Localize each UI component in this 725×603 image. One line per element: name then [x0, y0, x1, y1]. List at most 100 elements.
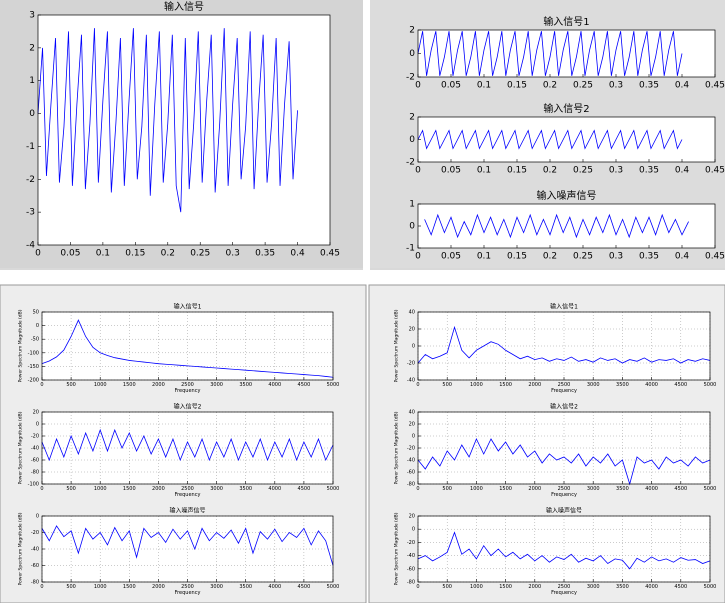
y-tick-label: -2 — [26, 175, 35, 185]
y-tick-label: -20 — [407, 540, 415, 546]
y-tick-label: 0 — [29, 109, 35, 119]
y-tick-label: 2 — [409, 113, 415, 123]
x-tick-label: 0.05 — [60, 249, 80, 259]
x-tick-label: 0.25 — [573, 81, 593, 91]
x-tick-label: 500 — [442, 584, 452, 590]
signal-line — [417, 31, 683, 76]
x-tick-label: 4500 — [298, 382, 311, 388]
x-tick-label: 1000 — [470, 486, 483, 492]
signal-line — [41, 428, 334, 462]
x-tick-label: 0.1 — [477, 252, 491, 262]
x-tick-label: 0 — [416, 382, 419, 388]
x-tick-label: 5000 — [704, 584, 717, 590]
y-tick-label: -40 — [31, 446, 39, 452]
x-tick-label: 0.45 — [705, 166, 725, 176]
y-tick-label: 2 — [29, 43, 35, 53]
x-tick-label: 0.25 — [573, 252, 593, 262]
y-tick-label: 20 — [409, 327, 415, 333]
y-tick-label: 0 — [409, 49, 415, 59]
x-tick-label: 0.15 — [507, 166, 527, 176]
y-tick-label: -60 — [407, 470, 415, 476]
x-tick-label: 0 — [40, 486, 43, 492]
chart-title: 输入信号1 — [543, 15, 589, 28]
axes-frame — [417, 515, 711, 583]
chart-title: 输入噪声信号 — [537, 189, 597, 202]
x-tick-label: 0.3 — [609, 166, 623, 176]
x-tick-label: 0 — [416, 584, 419, 590]
x-tick-label: 0 — [415, 252, 421, 262]
y-tick-label: -100 — [28, 350, 39, 356]
x-tick-label: 3500 — [616, 486, 629, 492]
signal-line — [417, 129, 683, 150]
y-tick-label: 3 — [29, 11, 35, 21]
y-tick-label: -60 — [31, 563, 39, 569]
axes-frame — [417, 29, 716, 78]
axes-frame — [41, 311, 334, 381]
y-tick-label: -1 — [26, 142, 35, 152]
y-tick-label: -100 — [28, 482, 39, 488]
chart-title: 输入信号2 — [550, 403, 578, 411]
x-tick-label: 0.35 — [639, 81, 659, 91]
y-tick-label: 50 — [33, 310, 39, 316]
y-axis-label: Power Spectrum Magnitude (dB) — [394, 411, 400, 484]
x-tick-label: 0 — [415, 166, 421, 176]
y-tick-label: 0 — [36, 323, 39, 329]
y-tick-label: -80 — [31, 580, 39, 586]
y-tick-label: -50 — [31, 337, 39, 343]
signal-line — [424, 213, 689, 239]
y-tick-label: 40 — [409, 410, 415, 416]
y-tick-label: -40 — [407, 458, 415, 464]
x-tick-label: 0 — [40, 382, 43, 388]
x-tick-label: 4500 — [674, 584, 687, 590]
x-tick-label: 2500 — [558, 584, 571, 590]
x-tick-label: 0.45 — [320, 249, 340, 259]
x-tick-label: 4000 — [268, 486, 281, 492]
x-tick-label: 1500 — [499, 584, 512, 590]
y-axis-label: Power Spectrum Magnitude (dB) — [18, 411, 24, 484]
x-tick-label: 1000 — [94, 584, 107, 590]
y-tick-label: 0 — [409, 135, 415, 145]
y-tick-label: 0 — [36, 422, 39, 428]
y-tick-label: 0 — [412, 527, 415, 533]
x-tick-label: 2500 — [181, 486, 194, 492]
chart-title: 输入信号2 — [174, 403, 202, 411]
y-tick-label: -3 — [26, 208, 35, 218]
y-tick-label: 20 — [33, 410, 39, 416]
axes-background — [418, 117, 715, 162]
x-tick-label: 500 — [66, 584, 76, 590]
y-tick-label: -80 — [407, 580, 415, 586]
axes-frame — [417, 116, 716, 163]
y-tick-label: -40 — [407, 378, 415, 384]
x-tick-label: 0.3 — [609, 252, 623, 262]
y-tick-label: -2 — [406, 158, 415, 168]
chart-title: 输入信号 — [164, 0, 204, 13]
y-tick-label: -60 — [407, 566, 415, 572]
x-tick-label: 2000 — [528, 486, 541, 492]
x-tick-label: 2500 — [181, 382, 194, 388]
x-tick-label: 1500 — [123, 486, 136, 492]
x-tick-label: 3000 — [210, 382, 223, 388]
x-axis-label: Frequency — [551, 492, 577, 498]
y-tick-label: 1 — [409, 200, 415, 210]
x-tick-label: 5000 — [704, 486, 717, 492]
axes-frame — [417, 311, 711, 381]
x-axis-label: Frequency — [175, 388, 201, 394]
x-tick-label: 3000 — [587, 486, 600, 492]
x-tick-label: 500 — [66, 382, 76, 388]
x-tick-label: 0 — [415, 81, 421, 91]
signal-line — [417, 531, 711, 570]
x-tick-label: 0.35 — [255, 249, 275, 259]
y-axis-label: Power Spectrum Magnitude (dB) — [394, 512, 400, 585]
x-tick-label: 0.1 — [477, 81, 491, 91]
x-tick-label: 2000 — [528, 584, 541, 590]
x-tick-label: 2000 — [152, 382, 165, 388]
axes-background — [38, 15, 330, 245]
signal-line — [41, 525, 334, 566]
signal-line — [417, 325, 711, 364]
chart-title: 输入噪声信号 — [546, 507, 582, 515]
y-tick-label: 0 — [412, 344, 415, 350]
signal-line — [37, 28, 298, 213]
x-tick-label: 0.45 — [705, 81, 725, 91]
signal-line — [41, 319, 334, 378]
y-axis-label: Power Spectrum Magnitude (dB) — [18, 309, 24, 382]
